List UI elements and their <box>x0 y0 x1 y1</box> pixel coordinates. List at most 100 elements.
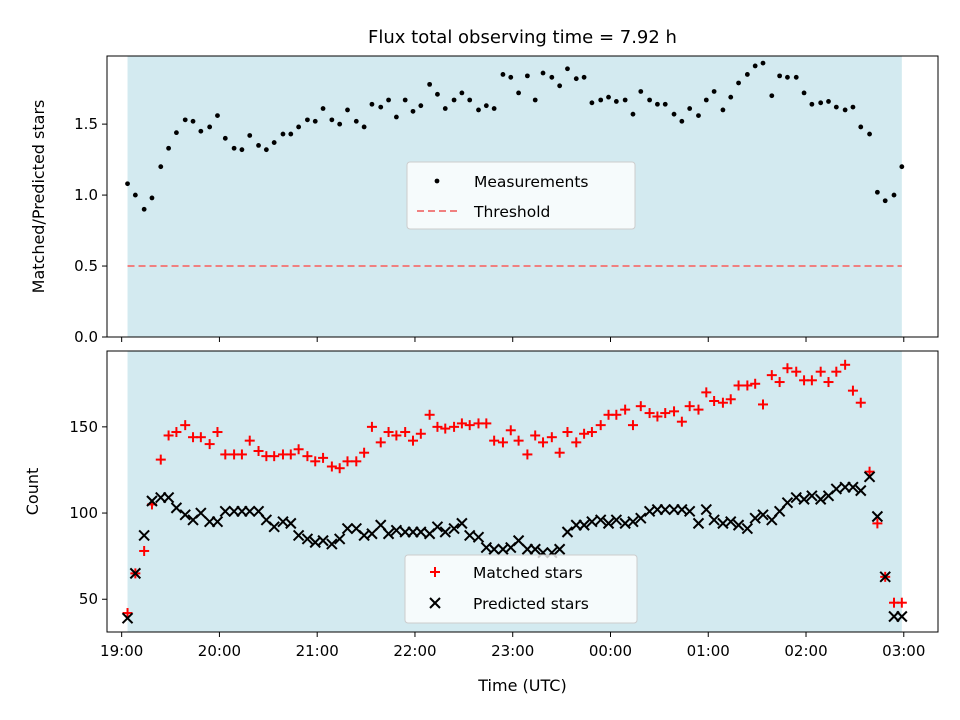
predicted-star-point <box>292 529 305 542</box>
count-panel: 50 100 150 19:00 20:00 21:00 22:00 23:00 00:00 0… <box>23 350 939 695</box>
matched-star-point <box>163 430 174 441</box>
measurement-point <box>182 117 188 123</box>
legend-predicted-label: Predicted stars <box>473 595 589 613</box>
matched-star-point <box>652 411 663 422</box>
matched-star-point <box>660 408 671 419</box>
measurement-point <box>247 133 253 138</box>
predicted-star-point <box>610 514 623 526</box>
measurement-point <box>696 113 701 119</box>
matched-star-point <box>611 409 622 420</box>
matched-star-point <box>359 447 370 458</box>
matched-star-point <box>806 375 817 386</box>
predicted-star-point <box>806 490 818 502</box>
matched-star-point <box>342 456 353 467</box>
predicted-star-point <box>301 533 314 545</box>
matched-star-point <box>620 404 631 415</box>
predicted-star-point <box>211 515 224 528</box>
ratio-x-ticks <box>121 337 905 342</box>
predicted-star-point <box>863 471 876 483</box>
predicted-star-point <box>871 510 884 523</box>
count-legend-box <box>404 554 638 624</box>
matched-star-point <box>424 409 435 420</box>
matched-stars-points <box>122 359 907 619</box>
chart-title: Flux total observing time = 7.92 h <box>368 27 677 48</box>
matched-star-point <box>571 437 582 448</box>
x-tick-label: 21:00 <box>296 642 339 660</box>
matched-star-point <box>586 427 597 438</box>
predicted-star-point <box>586 515 598 528</box>
measurement-point <box>777 73 783 79</box>
measurement-point <box>818 100 824 106</box>
matched-star-point <box>236 449 247 460</box>
matched-star-point <box>456 418 467 429</box>
x-tick-label: 22:00 <box>393 642 436 660</box>
measurement-point <box>386 97 391 103</box>
predicted-star-point <box>244 505 256 518</box>
predicted-star-point <box>855 484 867 497</box>
x-tick-label: 03:00 <box>882 642 925 660</box>
predicted-star-point <box>683 505 696 518</box>
measurement-point <box>427 81 433 87</box>
measurement-point <box>410 108 416 114</box>
matched-star-point <box>400 427 411 438</box>
predicted-star-point <box>561 526 574 538</box>
x-tick-label: 02:00 <box>784 642 827 660</box>
measurement-point <box>158 164 164 170</box>
predicted-star-point <box>708 514 720 526</box>
measurement-point <box>630 111 636 117</box>
predicted-star-point <box>732 519 745 531</box>
measurement-point <box>442 106 448 111</box>
measurement-point <box>222 135 228 141</box>
measurement-point <box>239 147 245 153</box>
legend-matched-label: Matched stars <box>473 564 583 582</box>
predicted-star-point <box>847 481 859 493</box>
x-tick-label: 20:00 <box>198 642 241 660</box>
measurement-point <box>809 101 815 107</box>
measurement-point <box>891 192 897 198</box>
matched-star-point <box>627 420 638 431</box>
predicted-star-point <box>121 612 134 624</box>
predicted-star-point <box>138 529 150 542</box>
legend-x-glyph <box>429 597 441 609</box>
measurement-point <box>524 73 530 79</box>
measurement-point <box>369 101 375 107</box>
predicted-star-point <box>382 528 395 540</box>
measurement-point <box>540 70 546 76</box>
predicted-star-point <box>692 517 705 530</box>
matched-star-point <box>139 545 150 556</box>
predicted-star-point <box>326 538 338 550</box>
measurement-point <box>418 103 424 109</box>
predicted-star-point <box>341 522 354 535</box>
measurement-point <box>728 94 734 100</box>
matched-star-point <box>302 451 313 462</box>
matched-star-point <box>505 425 516 436</box>
measurement-point <box>581 74 587 80</box>
predicted-star-point <box>456 517 468 530</box>
measurement-point <box>655 101 660 107</box>
predicted-star-point <box>553 543 566 555</box>
matched-star-point <box>310 456 321 467</box>
legend-plus-glyph <box>430 567 440 577</box>
measurement-point <box>305 117 310 123</box>
predicted-star-point <box>741 522 754 535</box>
legend-threshold-label: Threshold <box>473 203 550 221</box>
measurement-point <box>720 107 726 113</box>
ratio-legend: Measurements Threshold <box>406 161 636 230</box>
matched-star-point <box>293 444 304 455</box>
measurement-point <box>638 89 644 94</box>
matched-star-point <box>244 435 255 446</box>
measurement-point <box>647 97 652 103</box>
predicted-star-point <box>659 503 671 516</box>
matched-star-point <box>546 432 557 443</box>
time-x-ticks: 19:00 20:00 21:00 22:00 23:00 00:00 01:00 02:00… <box>100 632 925 660</box>
predicted-star-point <box>146 495 158 507</box>
matched-star-point <box>351 456 362 467</box>
ratio-panel: 0.0 0.5 1.0 1.5 Flux total observing time =… <box>29 27 939 346</box>
matched-star-point <box>204 439 215 450</box>
measurement-point <box>671 111 677 117</box>
matched-star-point <box>171 427 182 438</box>
measurement-point <box>190 118 196 124</box>
matched-star-point <box>595 420 606 431</box>
count-legend: Matched stars Predicted stars <box>404 554 638 624</box>
